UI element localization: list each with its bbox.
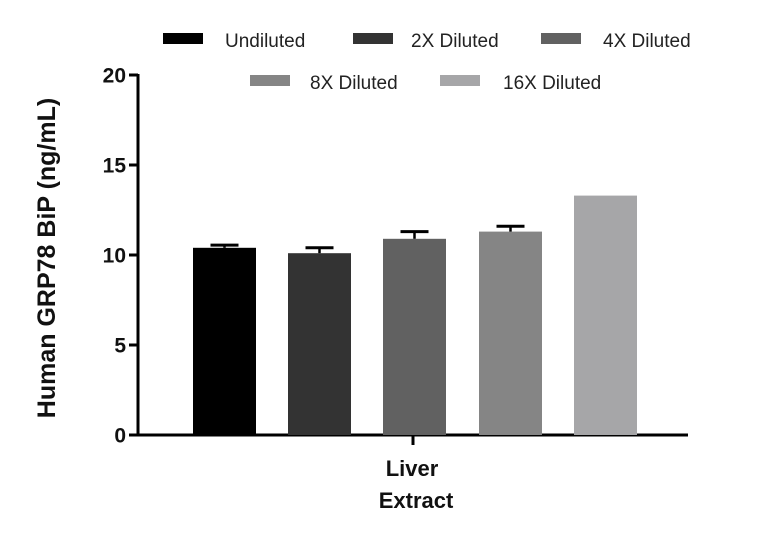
legend-swatch-1 <box>163 33 203 44</box>
legend-label-2: 2X Diluted <box>411 31 499 52</box>
legend-label-1: Undiluted <box>225 31 305 52</box>
x-axis <box>136 433 688 445</box>
legend-label-4: 8X Diluted <box>310 73 398 94</box>
bar-4 <box>479 231 542 435</box>
y-tick-label-1: 5 <box>114 335 126 358</box>
legend-swatch-2 <box>353 33 393 44</box>
y-tick-label-3: 15 <box>103 155 127 178</box>
legend-label-5: 16X Diluted <box>503 73 601 94</box>
y-tick-label-0: 0 <box>114 425 126 448</box>
bar-1 <box>193 247 256 435</box>
y-tick-label-4: 20 <box>103 65 126 88</box>
bar-3 <box>383 238 446 435</box>
y-tick-label-2: 10 <box>103 245 126 268</box>
legend-label-3: 4X Diluted <box>603 31 691 52</box>
x-category-label-line-2: Extract <box>379 488 454 513</box>
bar-2 <box>288 253 351 435</box>
legend-swatch-3 <box>541 33 581 44</box>
bars <box>193 195 637 435</box>
bar-5 <box>574 195 637 435</box>
x-category-label-line-1: Liver <box>386 456 439 481</box>
y-axis: 0 5 10 15 20 <box>103 65 140 448</box>
legend-swatch-5 <box>440 75 480 86</box>
legend: Undiluted 2X Diluted 4X Diluted 8X Diluted 1… <box>163 31 691 94</box>
legend-swatch-4 <box>250 75 290 86</box>
y-axis-label: Human GRP78 BiP (ng/mL) <box>33 98 61 418</box>
